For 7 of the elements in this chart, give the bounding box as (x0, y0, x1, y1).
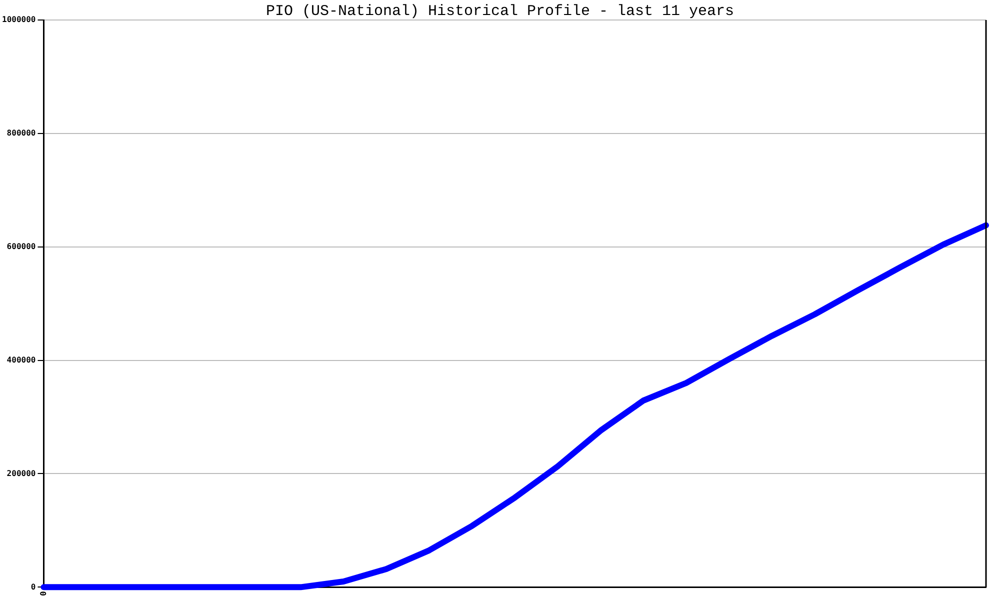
y-tick-label: 200000 (6, 468, 36, 478)
y-tick-label: 1000000 (2, 15, 36, 24)
y-tick-label: 600000 (6, 242, 36, 251)
y-tick-label: 400000 (6, 355, 36, 364)
y-tick-label: 800000 (6, 128, 36, 138)
y-tick-label: 0 (30, 582, 36, 592)
chart-title: PIO (US-National) Historical Profile - last 11 years (266, 3, 734, 20)
